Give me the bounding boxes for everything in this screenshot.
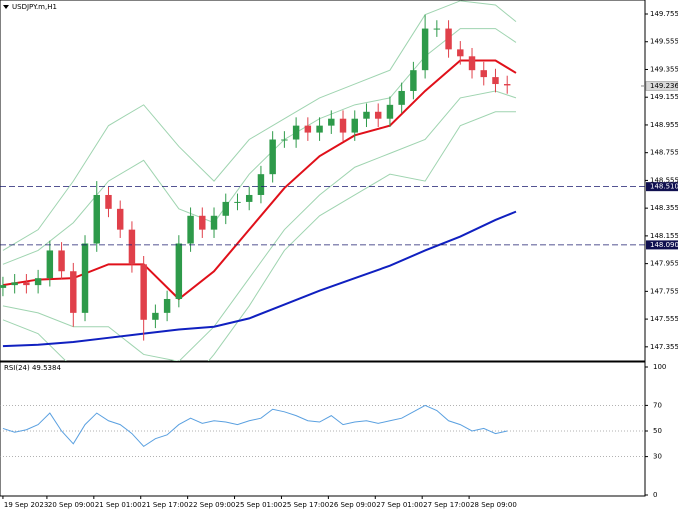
candle-body xyxy=(457,49,464,57)
bollinger-band xyxy=(2,28,517,265)
candle-body xyxy=(468,56,476,71)
candle-body xyxy=(116,208,124,230)
x-tick-label: 28 Sep 09:00 xyxy=(470,501,517,509)
last-price-box xyxy=(645,81,678,91)
x-tick-label: 19 Sep 2023 xyxy=(4,501,48,509)
x-tick-label: 21 Sep 17:00 xyxy=(142,501,189,509)
candle-body xyxy=(328,118,335,126)
y-tick-label: 148.955 xyxy=(650,121,678,129)
candle-body xyxy=(363,111,370,119)
candle-body xyxy=(105,194,112,209)
y-tick-label: 148.155 xyxy=(650,232,678,240)
candle-body xyxy=(70,271,77,313)
chart-title: USDJPY.m,H1 xyxy=(12,3,57,11)
candle-body xyxy=(480,70,487,78)
candle-body xyxy=(175,243,183,299)
candle-body xyxy=(11,282,18,286)
candle-body xyxy=(163,298,171,313)
candle-body xyxy=(140,264,147,320)
y-tick-label: 147.755 xyxy=(650,287,678,295)
candle-body xyxy=(93,194,100,244)
candle-body xyxy=(421,28,429,71)
x-tick-label: 21 Sep 01:00 xyxy=(95,501,142,509)
candle-body xyxy=(23,282,30,286)
candle-body xyxy=(445,28,452,50)
candle-body xyxy=(269,139,276,175)
candle-body xyxy=(222,201,229,216)
candle-body xyxy=(292,125,300,140)
candle-body xyxy=(492,77,499,85)
rsi-line xyxy=(2,404,508,448)
candle-body xyxy=(433,28,441,30)
bollinger-band xyxy=(2,111,516,361)
candle-body xyxy=(34,278,42,286)
candle-body xyxy=(199,215,206,230)
menu-arrow xyxy=(3,5,9,9)
candle-body xyxy=(0,285,7,288)
candle-body xyxy=(398,90,405,105)
candle-body xyxy=(58,250,65,272)
y-tick-label: 149.755 xyxy=(650,10,678,18)
candle-body xyxy=(316,125,323,133)
moving-average xyxy=(2,59,517,301)
y-tick-label: 149.355 xyxy=(650,65,678,73)
candle-body xyxy=(257,174,265,195)
y-tick-label: 149.555 xyxy=(650,38,678,46)
y-tick-label: 148.355 xyxy=(650,204,678,212)
candle-body xyxy=(152,312,159,320)
rsi-tick-label: 0 xyxy=(653,491,657,499)
candle-body xyxy=(339,118,347,133)
y-tick-label: 147.955 xyxy=(650,260,678,268)
bollinger-band xyxy=(2,0,517,251)
candle-body xyxy=(128,229,136,265)
candle-body xyxy=(281,139,288,141)
rsi-title: RSI(24) 49.5384 xyxy=(4,364,61,372)
x-tick-label: 26 Sep 09:00 xyxy=(329,501,376,509)
rsi-panel xyxy=(0,361,646,497)
rsi-tick-label: 100 xyxy=(653,363,666,371)
candle-body xyxy=(187,215,194,244)
level-label: 148.090 xyxy=(650,241,678,249)
candle-body xyxy=(374,111,382,119)
rsi-tick-label: 70 xyxy=(653,401,662,409)
candle-body xyxy=(503,84,511,86)
rsi-tick-label: 30 xyxy=(653,453,662,461)
candle-body xyxy=(245,194,253,202)
x-tick-label: 22 Sep 09:00 xyxy=(189,501,236,509)
candle-body xyxy=(81,243,89,313)
candle-body xyxy=(410,70,417,91)
candle-body xyxy=(46,250,54,279)
y-tick-label: 147.555 xyxy=(650,315,678,323)
x-tick-label: 25 Sep 17:00 xyxy=(282,501,329,509)
x-tick-label: 20 Sep 09:00 xyxy=(48,501,95,509)
y-tick-label: 148.755 xyxy=(650,149,678,157)
level-label-box xyxy=(646,182,678,192)
candle-body xyxy=(304,125,312,133)
candle-body xyxy=(351,118,358,133)
main-panel xyxy=(0,0,646,362)
candle-body xyxy=(386,104,394,119)
y-tick-label: 147.355 xyxy=(650,343,678,351)
candle-body xyxy=(210,215,218,230)
last-price-label: 149.236 xyxy=(650,82,678,90)
y-tick-label: 149.155 xyxy=(650,93,678,101)
x-tick-label: 27 Sep 17:00 xyxy=(423,501,470,509)
level-label-box xyxy=(646,240,678,250)
x-tick-label: 25 Sep 01:00 xyxy=(236,501,283,509)
plot-area xyxy=(0,0,517,361)
y-tick-label: 148.555 xyxy=(650,176,678,184)
bollinger-band xyxy=(2,90,517,361)
candle-body xyxy=(234,201,241,203)
moving-average xyxy=(2,210,517,348)
rsi-tick-label: 50 xyxy=(653,427,662,435)
level-label: 148.510 xyxy=(650,183,678,191)
x-tick-label: 27 Sep 01:00 xyxy=(376,501,423,509)
